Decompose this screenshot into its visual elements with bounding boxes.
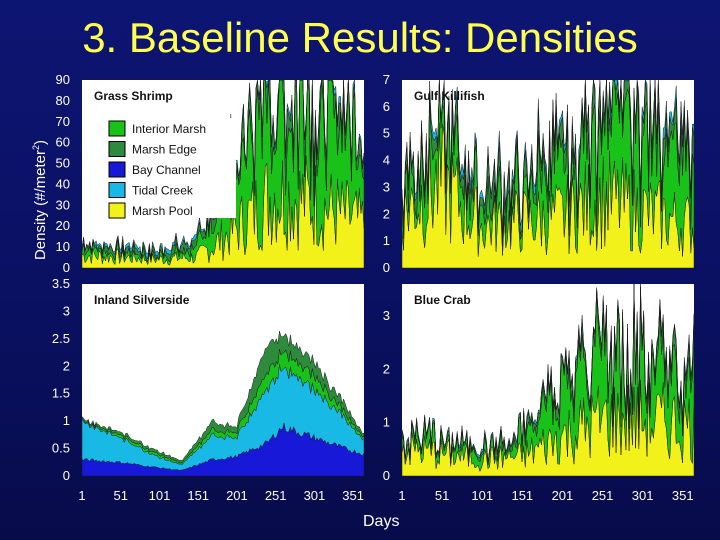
x-tick-label: 51 — [435, 488, 449, 503]
panel-title: Inland Silverside — [94, 293, 190, 307]
y-tick-label: 3 — [383, 179, 390, 194]
y-tick-label: 90 — [56, 72, 70, 87]
y-tick-label: 3 — [383, 308, 390, 323]
x-tick-label: 201 — [552, 488, 574, 503]
series-area-marsh-edge — [81, 331, 365, 464]
y-tick-label: 5 — [383, 126, 390, 141]
legend-swatch — [108, 202, 126, 219]
legend-background — [106, 118, 236, 218]
x-tick-label: 101 — [471, 488, 493, 503]
legend-swatch — [108, 120, 126, 137]
x-tick-label: 1 — [78, 488, 85, 503]
y-tick-label: 1 — [383, 233, 390, 248]
y-tick-label: 50 — [56, 156, 70, 171]
y-tick-label: 0 — [63, 468, 70, 483]
y-tick-label: 30 — [56, 197, 70, 212]
legend-swatch — [108, 141, 126, 157]
y-tick-label: 3.5 — [52, 276, 70, 291]
y-tick-label: 4 — [383, 153, 390, 168]
legend-label: Tidal Creek — [132, 184, 194, 198]
x-tick-label: 151 — [187, 488, 209, 503]
y-tick-label: 60 — [56, 135, 70, 150]
y-tick-label: 1 — [383, 415, 390, 430]
y-tick-label: 70 — [56, 114, 70, 129]
series-area-tidal-creek — [401, 283, 695, 464]
y-tick-label: 2.5 — [52, 331, 70, 346]
series-area-tidal-creek — [401, 79, 695, 241]
y-tick-label: 40 — [56, 176, 70, 191]
x-tick-label: 251 — [592, 488, 614, 503]
y-tick-label: 3 — [63, 303, 70, 318]
legend-label: Bay Channel — [132, 163, 201, 177]
legend-label: Marsh Pool — [132, 204, 193, 218]
y-tick-label: 20 — [56, 218, 70, 233]
y-tick-label: 2 — [63, 358, 70, 373]
y-tick-label: 2 — [383, 361, 390, 376]
y-tick-label: 2 — [383, 206, 390, 221]
y-tick-label: 80 — [56, 93, 70, 108]
y-tick-label: 0 — [383, 468, 390, 483]
y-tick-label: 10 — [56, 239, 70, 254]
legend-swatch — [108, 161, 126, 178]
x-tick-label: 101 — [149, 488, 171, 503]
series-area-tidal-creek — [81, 79, 365, 260]
y-tick-label: 1 — [63, 413, 70, 428]
slide-title: 3. Baseline Results: Densities — [82, 14, 638, 61]
legend-swatch — [108, 182, 126, 198]
chart-panel-gulf-killifish: Gulf Killifish 0 1 2 3 4 5 6 7 — [383, 72, 695, 275]
x-tick-label: 251 — [265, 488, 287, 503]
panel-title: Gulf Killifish — [414, 89, 485, 103]
y-tick-label: 6 — [383, 99, 390, 114]
legend: Interior Marsh Marsh Edge Bay Channel Tidal… — [106, 118, 236, 219]
panel-title: Blue Crab — [414, 293, 471, 307]
legend-label: Marsh Edge — [132, 143, 197, 157]
x-tick-label: 151 — [511, 488, 533, 503]
x-tick-label: 301 — [632, 488, 654, 503]
panel-title: Grass Shrimp — [94, 89, 173, 103]
y-tick-label: 0.5 — [52, 441, 70, 456]
chart-panel-grass-shrimp: Grass Shrimp 0 10 20 30 40 50 60 70 80 90 Interior … — [56, 72, 365, 275]
x-tick-label: 351 — [342, 488, 364, 503]
y-tick-label: 0 — [63, 260, 70, 275]
x-axis-label: Days — [363, 513, 400, 530]
x-tick-label: 51 — [114, 488, 128, 503]
x-tick-label: 301 — [304, 488, 326, 503]
y-tick-label: 7 — [383, 72, 390, 87]
y-tick-label: 1.5 — [52, 386, 70, 401]
legend-label: Interior Marsh — [132, 122, 206, 136]
x-tick-label: 351 — [672, 488, 694, 503]
y-tick-label: 0 — [383, 260, 390, 275]
x-tick-label: 1 — [398, 488, 405, 503]
x-tick-label: 201 — [226, 488, 248, 503]
